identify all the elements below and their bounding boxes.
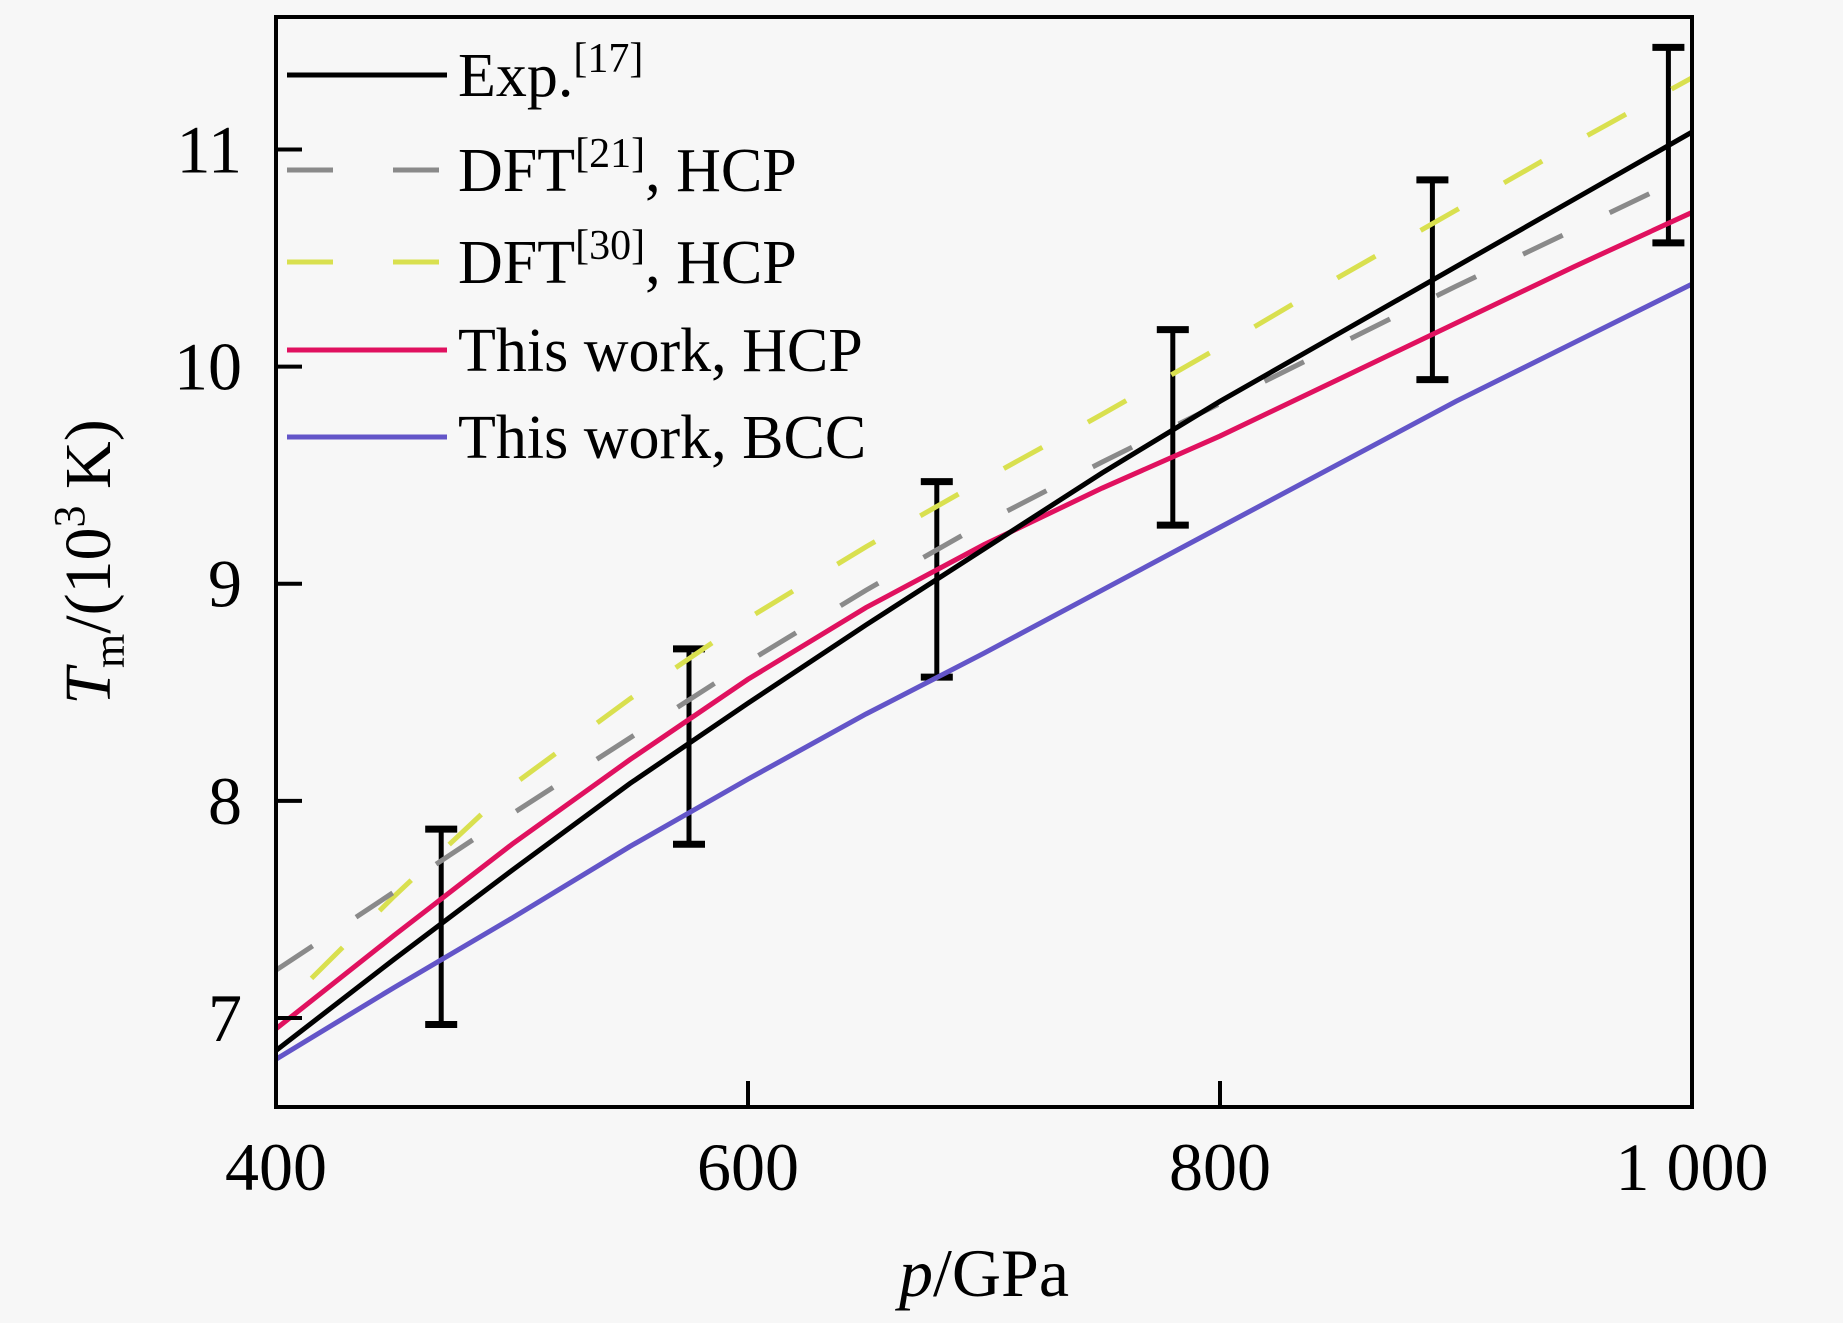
legend-label: Exp.[17] [458, 36, 643, 110]
legend-item-dft21-hcp: DFT[21], HCP [287, 131, 797, 205]
legend-label: DFT[30], HCP [458, 223, 797, 297]
y-tick-label: 9 [208, 546, 242, 622]
x-tick-label: 800 [1169, 1129, 1271, 1205]
y-axis-title-symbol: T [52, 664, 125, 705]
legend-item-dft30-hcp: DFT[30], HCP [287, 223, 797, 297]
legend-label-main: This work, HCP [458, 317, 863, 385]
legend-label: DFT[21], HCP [458, 131, 797, 205]
legend-item-this-work-hcp: This work, HCP [287, 317, 863, 385]
legend-label-rest: , HCP [645, 229, 797, 297]
x-tick-label: 1 000 [1616, 1129, 1769, 1205]
x-axis-title: p/GPa [895, 1235, 1069, 1311]
series-line-dft21-hcp [274, 171, 1694, 973]
y-axis-title-end: K) [52, 419, 125, 505]
y-tick-label: 10 [174, 329, 242, 405]
series-line-this-work-bcc [274, 281, 1694, 1062]
legend-label-superscript: [21] [575, 131, 645, 177]
x-tick-label: 400 [225, 1129, 327, 1205]
series-line-this-work-hcp [274, 210, 1694, 1031]
plot-frame [274, 15, 1694, 1109]
legend-label: This work, HCP [458, 317, 863, 385]
legend-label-main: DFT [458, 137, 575, 205]
axis-ticks [274, 147, 1694, 1105]
legend-label-rest: , HCP [645, 137, 797, 205]
legend-item-exp17: Exp.[17] [287, 36, 643, 110]
x-axis-title-symbol: p [895, 1235, 933, 1311]
legend-label-main: Exp. [458, 42, 573, 110]
legend-label-superscript: [30] [575, 223, 645, 269]
y-axis-title-mid: /(10 [52, 527, 125, 633]
y-tick-label: 11 [177, 111, 242, 187]
x-axis-title-unit: /GPa [933, 1235, 1069, 1311]
series-line-dft30-hcp [274, 75, 1694, 1016]
y-axis-title: Tm/(103 K) [45, 419, 134, 704]
legend-item-this-work-bcc: This work, BCC [287, 404, 866, 472]
legend-label-superscript: [17] [573, 36, 643, 82]
legend-label-main: This work, BCC [458, 404, 866, 472]
series-line-exp17 [274, 129, 1694, 1053]
x-tick-label: 600 [697, 1129, 799, 1205]
legend-label: This work, BCC [458, 404, 866, 472]
legend-label-main: DFT [458, 229, 575, 297]
y-axis-title-superscript: 3 [45, 505, 94, 527]
y-axis-title-subscript: m [85, 634, 134, 668]
y-tick-label: 8 [208, 763, 242, 839]
y-tick-label: 7 [208, 980, 242, 1056]
